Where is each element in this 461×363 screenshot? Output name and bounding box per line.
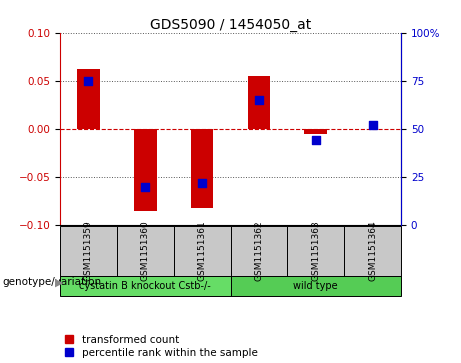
- Point: [198, 180, 206, 185]
- Bar: [248, 76, 270, 129]
- Text: ▶: ▶: [55, 277, 64, 287]
- Text: GSM1151361: GSM1151361: [198, 220, 207, 281]
- Bar: [191, 129, 213, 208]
- Point: [369, 122, 376, 128]
- Text: GSM1151359: GSM1151359: [84, 220, 93, 281]
- Title: GDS5090 / 1454050_at: GDS5090 / 1454050_at: [150, 18, 311, 32]
- Bar: [60, 226, 117, 276]
- Bar: [304, 129, 327, 134]
- Bar: [77, 69, 100, 129]
- Bar: [117, 226, 174, 276]
- Bar: [344, 226, 401, 276]
- Bar: [230, 226, 287, 276]
- Text: GSM1151363: GSM1151363: [311, 220, 320, 281]
- Bar: [174, 226, 230, 276]
- Point: [312, 138, 319, 143]
- Text: cystatin B knockout Cstb-/-: cystatin B knockout Cstb-/-: [79, 281, 211, 291]
- Bar: [134, 129, 157, 211]
- Point: [255, 97, 263, 103]
- Text: GSM1151364: GSM1151364: [368, 220, 377, 281]
- Bar: [60, 276, 230, 296]
- Text: GSM1151360: GSM1151360: [141, 220, 150, 281]
- Bar: [287, 226, 344, 276]
- Text: genotype/variation: genotype/variation: [2, 277, 101, 287]
- Point: [142, 184, 149, 189]
- Text: wild type: wild type: [294, 281, 338, 291]
- Bar: [230, 276, 401, 296]
- Point: [85, 78, 92, 83]
- Legend: transformed count, percentile rank within the sample: transformed count, percentile rank withi…: [65, 335, 258, 358]
- Text: GSM1151362: GSM1151362: [254, 220, 263, 281]
